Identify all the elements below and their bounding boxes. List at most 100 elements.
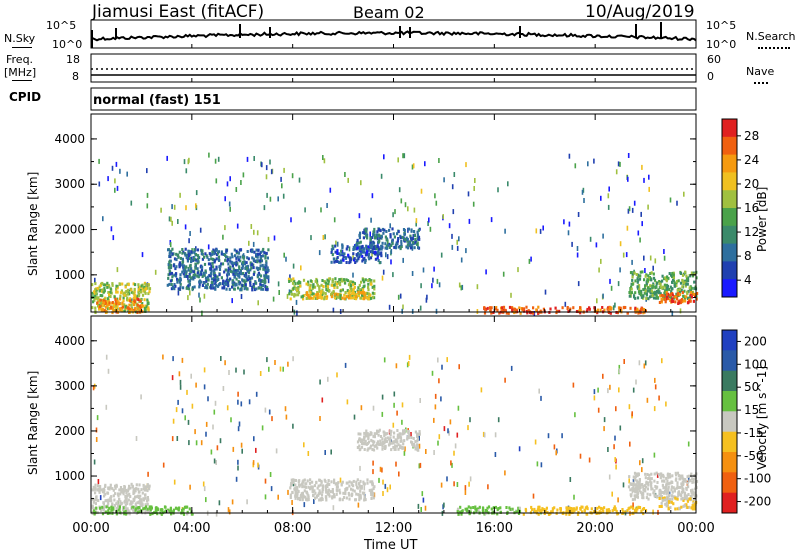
echo-cell [195, 258, 198, 262]
echo-cell [309, 478, 312, 482]
echo-cell [364, 253, 367, 257]
echo-cell [330, 251, 333, 254]
echo-cell [368, 294, 371, 298]
echo-cell [297, 483, 301, 487]
nsky-label: N.Sky [4, 32, 36, 45]
echo-cell [661, 483, 664, 487]
scatter-cell [577, 212, 580, 217]
echo-cell [245, 279, 248, 283]
scatter-cell [224, 225, 226, 231]
echo-cell [163, 505, 167, 509]
scatter-cell [253, 229, 255, 235]
echo-cell [678, 477, 681, 481]
echo-cell [366, 432, 369, 436]
echo-cell [507, 311, 510, 315]
scatter-cell [346, 399, 349, 405]
scatter-cell [179, 384, 182, 390]
scatter-cell [265, 165, 268, 171]
echo-cell [353, 282, 356, 286]
scatter-cell [452, 209, 455, 215]
echo-cell [678, 506, 681, 510]
echo-cell [410, 243, 413, 247]
echo-cell [147, 498, 150, 502]
echo-cell [650, 484, 653, 488]
echo-cell [323, 295, 327, 299]
echo-cell [378, 234, 381, 238]
echo-cell [294, 486, 297, 490]
echo-cell [247, 271, 251, 275]
echo-cell [513, 311, 516, 315]
scatter-cell [387, 239, 389, 245]
echo-cell [213, 278, 216, 282]
scatter-cell [222, 234, 224, 240]
echo-cell [389, 436, 392, 440]
echo-cell [494, 505, 497, 509]
scatter-cell [427, 221, 429, 226]
echo-cell [233, 261, 236, 265]
echo-cell [403, 239, 406, 243]
nsky-tick-low: 10^0 [52, 38, 83, 51]
echo-cell [392, 445, 395, 449]
echo-cell [369, 241, 372, 245]
scatter-cell [195, 246, 197, 252]
echo-cell [145, 505, 148, 509]
echo-cell [412, 437, 415, 440]
echo-cell [328, 483, 331, 486]
scatter-cell [631, 207, 634, 213]
echo-cell [110, 505, 113, 509]
scatter-cell [504, 377, 506, 383]
scatter-cell [456, 482, 459, 487]
echo-cell [652, 272, 655, 276]
echo-cell [654, 485, 657, 488]
scatter-cell [454, 443, 457, 449]
echo-cell [659, 292, 662, 296]
scatter-cell [333, 217, 336, 223]
echo-cell [684, 284, 687, 288]
echo-cell [384, 235, 387, 239]
echo-cell [130, 290, 133, 294]
echo-cell [324, 292, 327, 296]
echo-cell [318, 498, 321, 502]
echo-cell [667, 475, 670, 479]
echo-cell [350, 284, 353, 288]
echo-cell [650, 289, 653, 293]
echo-cell [246, 264, 249, 268]
scatter-cell [420, 188, 423, 194]
echo-cell [210, 265, 213, 268]
echo-cell [647, 483, 650, 487]
echo-cell [356, 446, 359, 449]
echo-cell [167, 276, 170, 280]
nave-label: Nave [746, 65, 775, 78]
echo-cell [136, 510, 140, 514]
echo-cell [235, 283, 238, 287]
echo-cell [653, 292, 656, 296]
scatter-cell [115, 161, 118, 167]
echo-cell [668, 272, 671, 275]
scatter-cell [593, 395, 596, 401]
scatter-cell [407, 206, 409, 212]
echo-cell [373, 233, 376, 237]
echo-cell [541, 507, 544, 511]
scatter-cell [339, 477, 342, 483]
echo-cell [658, 290, 661, 294]
echo-cell [389, 433, 392, 436]
scatter-cell [275, 448, 278, 454]
echo-cell [523, 309, 526, 313]
echo-cell [649, 482, 652, 486]
scatter-cell [598, 267, 600, 273]
echo-cell [265, 251, 268, 255]
scatter-cell [534, 439, 537, 445]
scatter-cell [648, 186, 650, 192]
scatter-cell [669, 197, 672, 203]
echo-cell [488, 306, 492, 310]
echo-cell [205, 278, 208, 282]
scatter-cell [497, 187, 499, 193]
scatter-cell [564, 301, 567, 307]
echo-cell [366, 448, 369, 452]
echo-cell [178, 263, 182, 267]
echo-cell [678, 299, 681, 303]
scatter-cell [615, 464, 617, 470]
scatter-cell [110, 226, 113, 232]
echo-cell [505, 311, 508, 315]
echo-cell [396, 239, 399, 243]
